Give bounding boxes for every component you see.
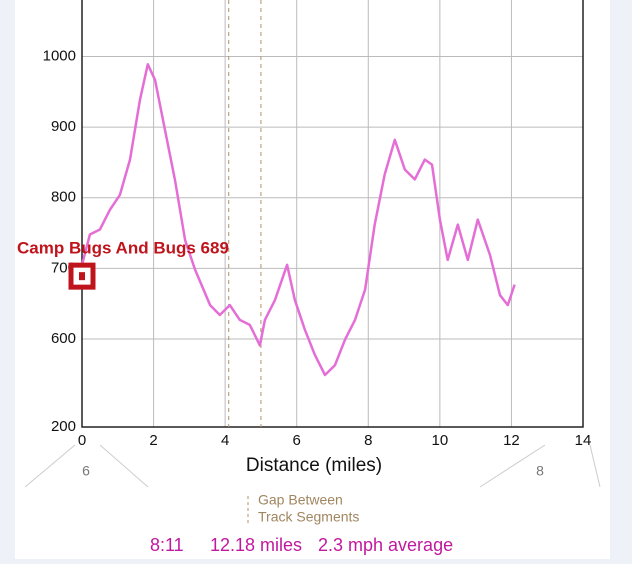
x-tick-label: 8 [364, 432, 372, 449]
x-tick-label: 14 [575, 432, 592, 449]
waypoint-icon [79, 272, 85, 281]
waypoint-label: Camp Bugs And Bugs 689 [17, 239, 229, 258]
x-tick-label: 12 [503, 432, 520, 449]
x-tick-label: 6 [293, 432, 301, 449]
y-tick-label: 900 [51, 118, 76, 135]
plot-background [82, 0, 583, 427]
x-tick-label: 10 [432, 432, 449, 449]
x-tick-label: 2 [149, 432, 157, 449]
plot-frame [81, 0, 584, 428]
y-tick-label: 800 [51, 189, 76, 206]
decor-line [99, 444, 149, 488]
page-number: 6 [82, 463, 90, 479]
y-tick-label: 600 [51, 330, 76, 347]
elevation-line [80, 63, 516, 377]
legend-text: Track Segments [258, 509, 359, 525]
y-tick-label: 1000 [43, 47, 76, 64]
summary-time: 8:11 [150, 535, 184, 555]
legend-text: Gap Between [258, 492, 343, 508]
decor-line [479, 444, 546, 488]
x-tick-label: 4 [221, 432, 229, 449]
decor-line [24, 444, 76, 488]
x-axis-label: Distance (miles) [246, 455, 382, 476]
page-number: 8 [536, 463, 544, 479]
y-tick-label: 200 [51, 418, 76, 435]
summary-distance: 12.18 miles [210, 535, 302, 555]
decor-line [589, 444, 601, 488]
summary-speed: 2.3 mph average [318, 535, 453, 555]
x-tick-label: 0 [78, 432, 86, 449]
